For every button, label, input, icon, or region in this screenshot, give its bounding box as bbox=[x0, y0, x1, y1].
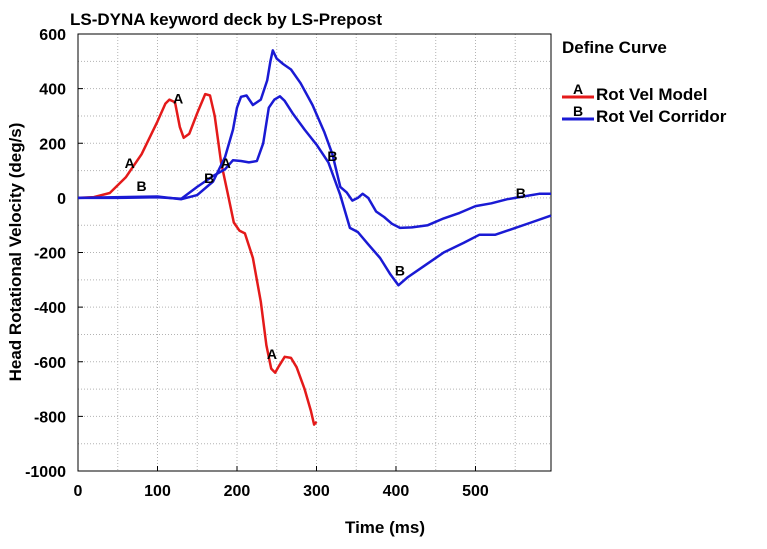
y-tick-label: -600 bbox=[34, 355, 66, 372]
curve-marker-b: B bbox=[137, 178, 147, 194]
curve-marker-extra: A bbox=[221, 155, 231, 171]
x-tick-label: 0 bbox=[74, 483, 83, 500]
y-axis-title: Head Rotational Velocity (deg/s) bbox=[6, 123, 25, 382]
series-line-a bbox=[77, 92, 318, 426]
legend-entry: B Rot Vel Corridor bbox=[562, 103, 727, 126]
x-tick-label: 400 bbox=[383, 483, 410, 500]
legend: Define Curve A Rot Vel Model B Rot Vel Corr… bbox=[562, 38, 727, 126]
y-tick-label: -1000 bbox=[25, 464, 66, 481]
y-tick-label: -400 bbox=[34, 300, 66, 317]
y-tick-label: 400 bbox=[39, 82, 66, 99]
y-tick-label: -800 bbox=[34, 409, 66, 426]
legend-marker: B bbox=[573, 103, 583, 119]
legend-label: Rot Vel Corridor bbox=[596, 107, 727, 126]
grid bbox=[78, 34, 551, 471]
series-layer bbox=[77, 49, 552, 426]
y-tick-label: 600 bbox=[39, 27, 66, 44]
x-tick-label: 500 bbox=[462, 483, 489, 500]
x-tick-label: 100 bbox=[144, 483, 171, 500]
y-tick-label: 200 bbox=[39, 136, 66, 153]
y-tick-label: -200 bbox=[34, 246, 66, 263]
x-tick-label: 300 bbox=[303, 483, 330, 500]
curve-marker-b: B bbox=[516, 185, 526, 201]
legend-title: Define Curve bbox=[562, 38, 667, 57]
legend-marker: A bbox=[573, 81, 583, 97]
curve-marker-b: B bbox=[327, 148, 337, 164]
legend-label: Rot Vel Model bbox=[596, 85, 707, 104]
x-axis-title: Time (ms) bbox=[345, 518, 425, 537]
chart-title: LS-DYNA keyword deck by LS-Prepost bbox=[70, 10, 382, 29]
ticks: 0 100 200 300 400 500 600 400 200 0 -200 -400 -600 -8… bbox=[25, 27, 489, 500]
y-tick-label: 0 bbox=[57, 191, 66, 208]
curve-marker-a: A bbox=[173, 91, 183, 107]
x-tick-label: 200 bbox=[224, 483, 251, 500]
curve-marker-b: B bbox=[395, 263, 405, 279]
curve-marker-b: B bbox=[204, 170, 214, 186]
series-line-b-upper bbox=[77, 49, 551, 230]
legend-entry: A Rot Vel Model bbox=[562, 81, 707, 104]
curve-marker-a: A bbox=[267, 346, 277, 362]
curve-marker-a: A bbox=[125, 155, 135, 171]
series-line-b bbox=[78, 95, 552, 287]
